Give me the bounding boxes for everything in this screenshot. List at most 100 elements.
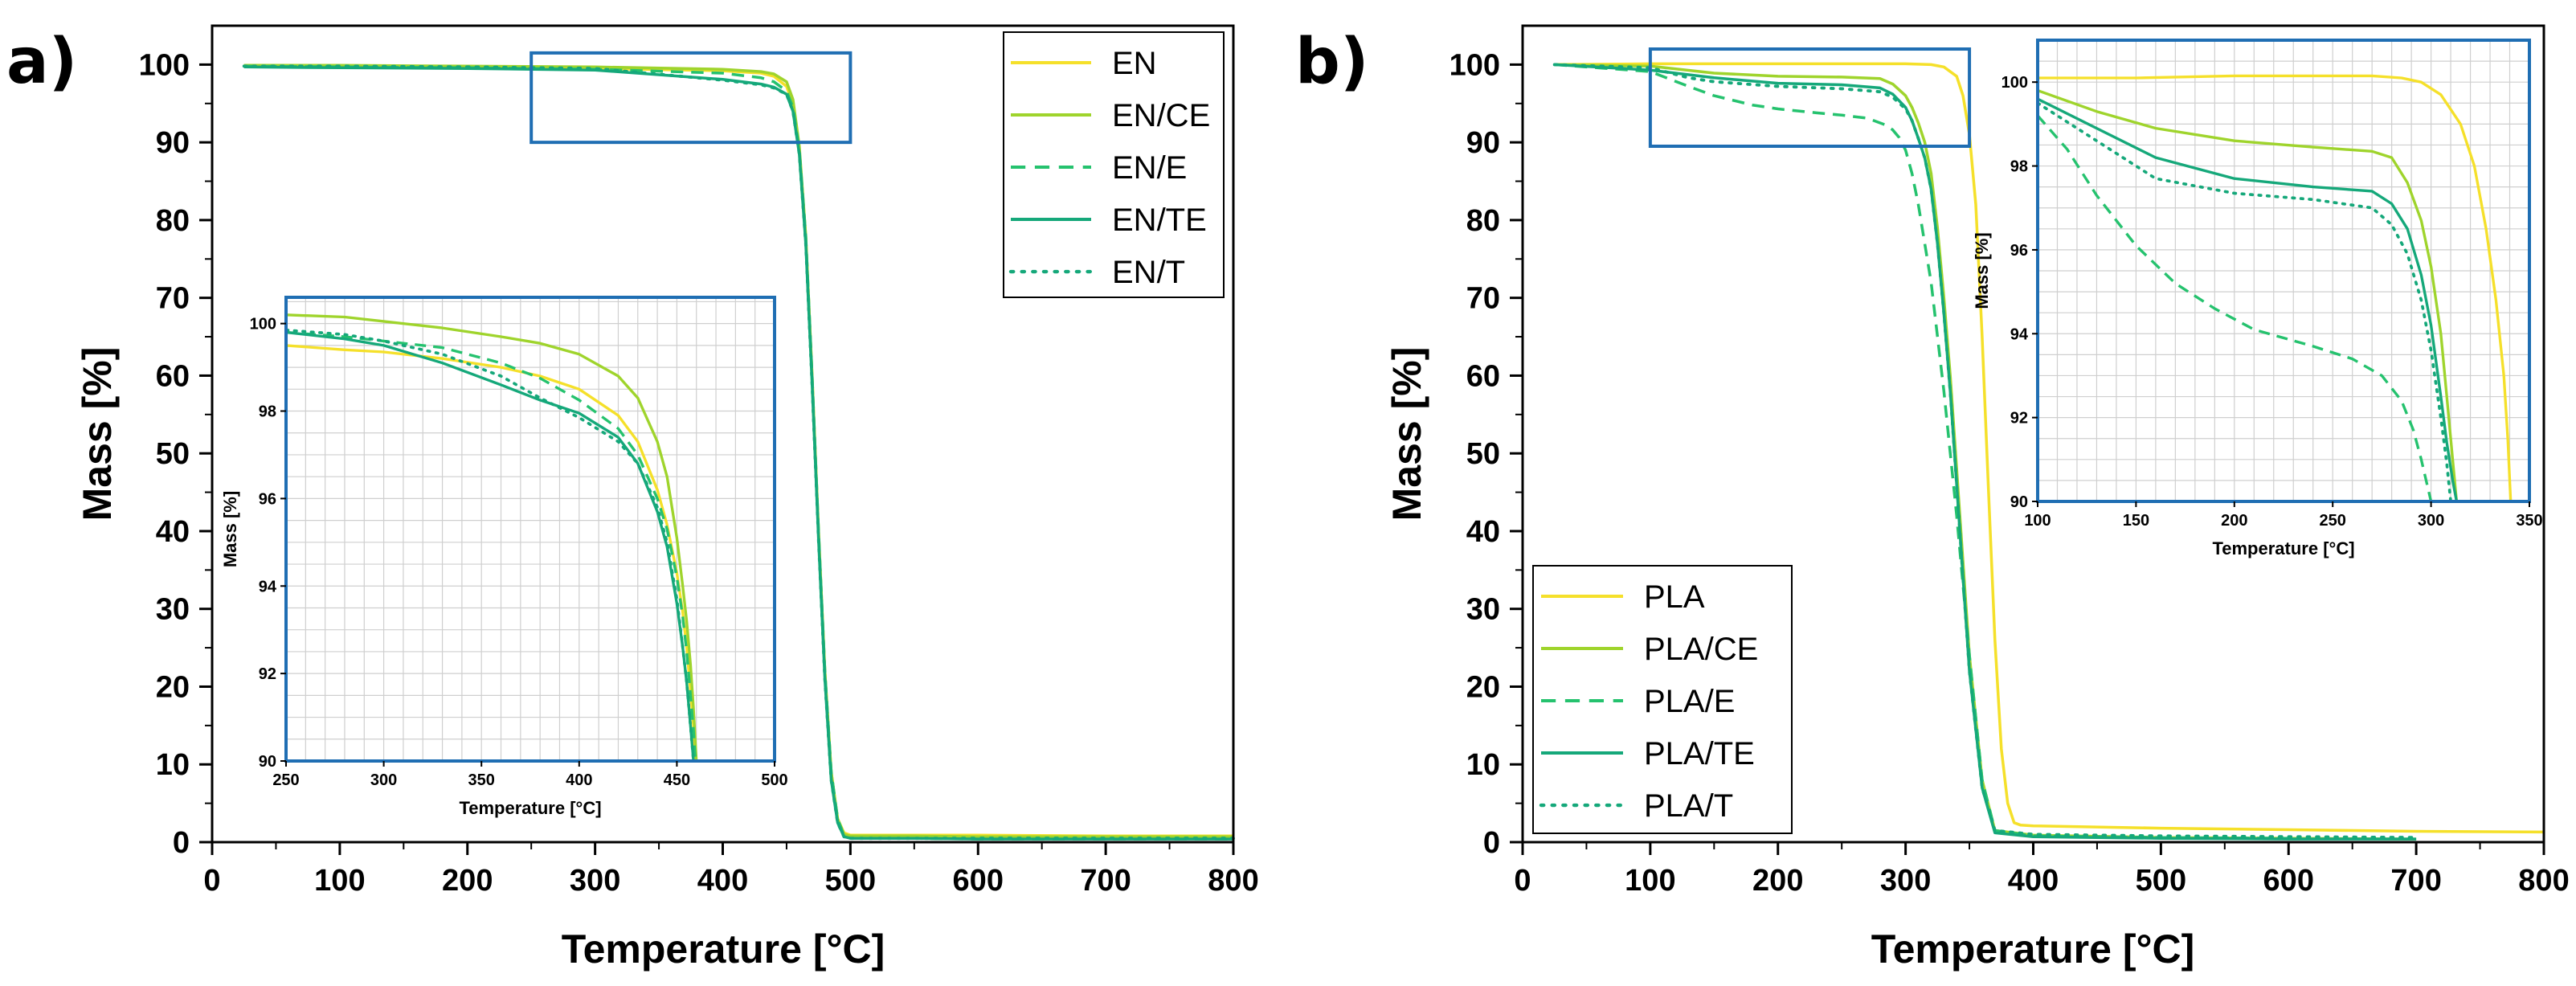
panel-a-x-tick-label: 100 [314, 864, 365, 898]
panel-b-inset-line-pla-e [2038, 114, 2433, 501]
panel-b-x-tick-label: 600 [2263, 864, 2314, 898]
panel-b-inset-x-tick-label: 350 [2516, 512, 2542, 530]
panel-a: a) 0 100 200 300 400 500 600 700 800 0 10 20 30 40 50 6… [6, 24, 1259, 972]
panel-a-x-tick-label: 300 [570, 864, 620, 898]
panel-a-y-tick-label: 0 [173, 826, 190, 860]
panel-a-inset-line-en-t [286, 328, 695, 761]
panel-a-legend: EN EN/CE EN/E EN/TE EN/T [1003, 31, 1225, 298]
panel-b-y-tick-label: 40 [1466, 515, 1500, 549]
panel-a-inset-y-tick-label: 94 [259, 578, 277, 595]
panel-a-y-tick-label: 30 [156, 593, 190, 627]
panel-a-inset-x-tick-label: 450 [664, 771, 690, 789]
panel-a-y-tick-label: 90 [156, 126, 190, 160]
panel-a-plot-frame [211, 24, 1235, 844]
panel-b-legend-label: PLA/E [1644, 684, 1735, 719]
panel-b-y-tick-label: 20 [1466, 670, 1500, 704]
panel-b-inset-x-tick-label: 300 [2418, 512, 2444, 530]
panel-b-y-tick-label: 10 [1466, 748, 1500, 782]
panel-b-y-tick-label: 0 [1483, 826, 1500, 860]
panel-a-legend-label: EN/E [1112, 150, 1187, 186]
panel-a-x-tick-label: 400 [697, 864, 748, 898]
panel-b-inset-x-tick-label: 100 [2024, 512, 2051, 530]
panel-a-x-tick-label: 200 [442, 864, 493, 898]
panel-b-y-tick-label: 50 [1466, 437, 1500, 471]
panel-a-series-lines [242, 63, 1235, 841]
panel-b-plot-frame [1521, 24, 2545, 844]
panel-a-series-line-en-t [242, 64, 1235, 841]
panel-b-legend: PLA PLA/CE PLA/E PLA/TE PLA/T [1532, 565, 1793, 834]
panel-b-y-tick-label: 30 [1466, 593, 1500, 627]
panel-a-inset-border [284, 296, 776, 763]
panel-b-legend-label: PLA [1644, 579, 1705, 615]
panel-b-inset: 100 150 200 250 300 350 90 92 94 96 98 100 Temperatu… [1972, 39, 2543, 558]
panel-b-inset-border [2036, 39, 2531, 503]
panel-a-y-tick-label: 80 [156, 204, 190, 238]
panel-a-inset-y-tick-label: 92 [259, 665, 276, 683]
panel-b-x-axis-label: Temperature [°C] [1871, 927, 2194, 972]
panel-a-inset-y-tick-label: 96 [259, 490, 276, 508]
panel-b-inset-y-tick-label: 98 [2010, 158, 2028, 176]
panel-a-inset-x-tick-label: 250 [272, 771, 299, 789]
panel-a-y-tick-label: 70 [156, 282, 190, 316]
panel-a-y-tick-label: 20 [156, 670, 190, 704]
panel-b-y-tick-label: 60 [1466, 359, 1500, 393]
panel-b-y-tick-label: 80 [1466, 204, 1500, 238]
panel-b-inset-y-axis-label: Mass [%] [1972, 232, 1992, 309]
panel-b-legend-label: PLA/T [1644, 788, 1733, 824]
panel-a-inset: 250 300 350 400 450 500 90 92 94 96 98 100 Temperatu… [220, 296, 788, 818]
panel-b-y-axis-label: Mass [%] [1384, 347, 1429, 522]
panel-b-inset-line-pla-ce [2038, 89, 2459, 501]
panel-b: b) 0 100 200 300 400 500 600 700 800 0 10 20 30 40 50 6… [1295, 24, 2570, 972]
panel-a-inset-line-en-e [286, 330, 697, 761]
panel-a-inset-x-tick-label: 400 [566, 771, 592, 789]
panel-a-y-tick-label: 60 [156, 359, 190, 393]
panel-b-axis-ticks: 0 100 200 300 400 500 600 700 800 0 10 20 30 40 50 60 70… [1450, 48, 2570, 898]
panel-a-inset-y-tick-label: 98 [259, 403, 276, 421]
panel-a-legend-label: EN [1112, 46, 1157, 81]
panel-a-legend-label: EN/CE [1112, 98, 1210, 133]
panel-b-inset-y-tick-label: 90 [2010, 493, 2028, 511]
panel-a-y-tick-label: 100 [139, 48, 190, 82]
panel-a-label: a) [6, 26, 77, 98]
panel-a-legend-label: EN/T [1112, 255, 1185, 290]
panel-a-x-axis-label: Temperature [°C] [562, 927, 885, 972]
panel-a-inset-y-tick-label: 90 [259, 753, 276, 771]
panel-b-y-tick-label: 100 [1450, 48, 1500, 82]
panel-b-series-line-pla [1554, 62, 2545, 834]
panel-b-y-tick-label: 70 [1466, 282, 1500, 316]
panel-b-inset-line-pla-te [2038, 97, 2459, 501]
panel-b-inset-y-tick-label: 94 [2010, 325, 2029, 343]
panel-a-inset-x-axis-label: Temperature [°C] [459, 798, 601, 818]
panel-b-inset-y-tick-label: 96 [2010, 242, 2028, 260]
panel-a-legend-box [1003, 31, 1225, 298]
panel-b-zoom-region [1648, 47, 1972, 148]
panel-a-inset-x-tick-label: 350 [468, 771, 495, 789]
panel-a-inset-y-tick-label: 100 [250, 316, 276, 333]
panel-b-y-tick-label: 90 [1466, 126, 1500, 160]
panel-b-x-tick-label: 400 [2008, 864, 2059, 898]
panel-b-x-tick-label: 100 [1625, 864, 1675, 898]
panel-b-series-line-pla-te [1554, 63, 2417, 841]
panel-a-x-tick-label: 700 [1080, 864, 1131, 898]
panel-b-x-tick-label: 800 [2518, 864, 2569, 898]
panel-b-inset-x-tick-label: 200 [2221, 512, 2247, 530]
panel-a-inset-line-en-ce [286, 313, 698, 761]
panel-b-x-tick-label: 300 [1880, 864, 1931, 898]
panel-b-legend-label: PLA/CE [1644, 632, 1758, 667]
panel-a-inset-x-tick-label: 300 [370, 771, 397, 789]
panel-b-series-line-pla-t [1552, 63, 2419, 840]
panel-b-inset-y-tick-label: 92 [2010, 410, 2028, 428]
panel-b-x-tick-label: 700 [2390, 864, 2441, 898]
panel-b-inset-series [2038, 74, 2513, 501]
panel-a-inset-series [286, 313, 698, 761]
panel-b-inset-line-pla [2038, 74, 2513, 501]
panel-b-x-tick-label: 200 [1752, 864, 1803, 898]
panel-b-inset-y-tick-label: 100 [2002, 74, 2028, 92]
panel-b-inset-x-tick-label: 150 [2123, 512, 2149, 530]
panel-a-x-tick-label: 800 [1208, 864, 1258, 898]
panel-b-inset-line-pla-t [2038, 101, 2452, 501]
panel-a-x-tick-label: 0 [203, 864, 220, 898]
panel-a-y-tick-label: 40 [156, 515, 190, 549]
panel-a-y-axis-label: Mass [%] [75, 347, 120, 522]
